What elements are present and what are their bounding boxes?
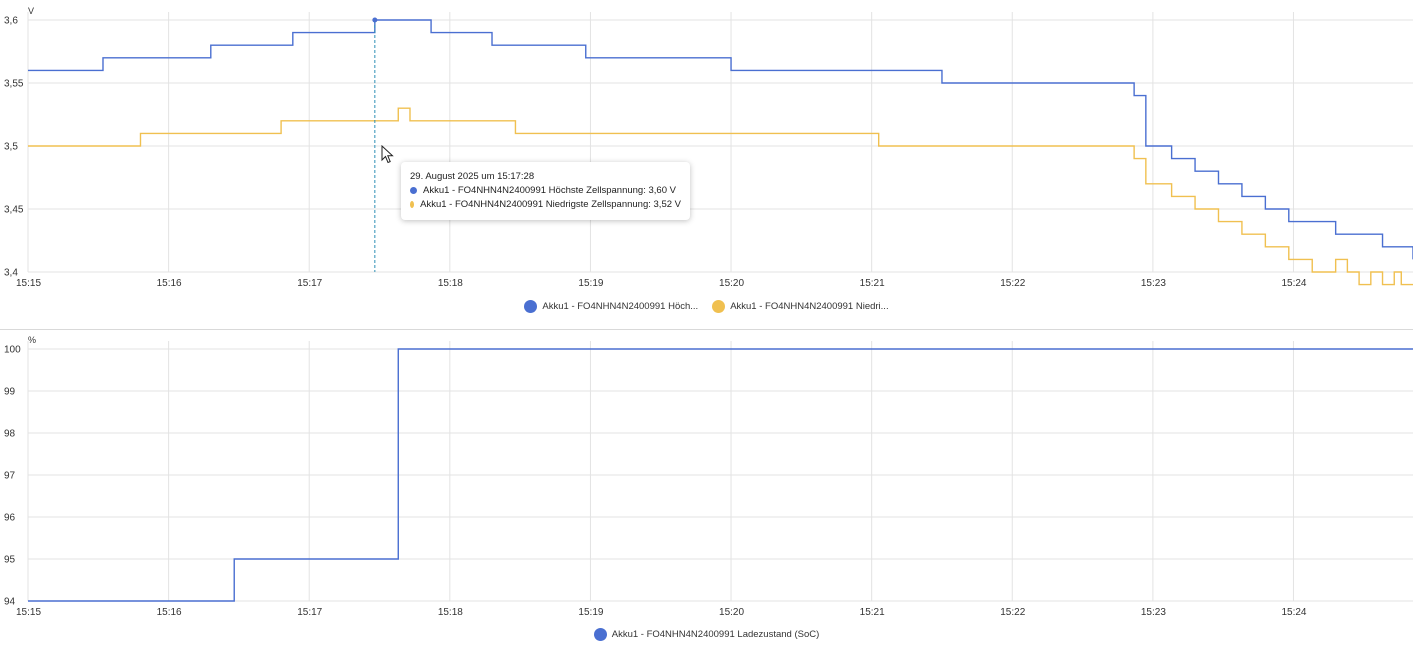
legend-dot-icon: [524, 300, 538, 313]
mouse-pointer-icon: [381, 145, 394, 164]
soc-x-tick-label: 15:19: [578, 607, 603, 618]
voltage-x-tick-label: 15:21: [860, 278, 885, 289]
tooltip-row-label: Akku1 - FO4NHN4N2400991 Höchste Zellspan…: [423, 185, 676, 196]
soc-x-tick-label: 15:18: [438, 607, 463, 618]
legend-dot-icon: [593, 628, 607, 641]
legend-item-lowest-cell-voltage[interactable]: Akku1 - FO4NHN4N2400991 Niedri...: [712, 300, 889, 313]
voltage-x-tick-label: 15:20: [719, 278, 744, 289]
soc-y-tick-label: 94: [4, 597, 16, 608]
voltage-series-line-0: [28, 19, 1413, 260]
legend-dot-icon: [712, 300, 726, 313]
soc-y-tick-label: 97: [4, 471, 16, 482]
voltage-x-tick-label: 15:17: [297, 278, 322, 289]
voltage-y-tick-label: 3,45: [4, 205, 24, 216]
legend-label: Akku1 - FO4NHN4N2400991 Höch...: [542, 301, 699, 312]
soc-x-tick-label: 15:22: [1000, 607, 1025, 618]
soc-y-tick-label: 96: [4, 513, 16, 524]
tooltip-row-label: Akku1 - FO4NHN4N2400991 Niedrigste Zells…: [420, 199, 681, 210]
soc-x-tick-label: 15:21: [860, 607, 885, 618]
voltage-y-tick-label: 3,5: [4, 142, 18, 153]
soc-x-tick-label: 15:23: [1141, 607, 1166, 618]
tooltip-row-lowest: Akku1 - FO4NHN4N2400991 Niedrigste Zells…: [410, 199, 681, 210]
voltage-x-tick-label: 15:16: [157, 278, 182, 289]
voltage-x-tick-label: 15:18: [438, 278, 463, 289]
voltage-unit-label: V: [28, 6, 34, 16]
voltage-y-tick-label: 3,4: [4, 268, 18, 279]
voltage-x-tick-label: 15:23: [1141, 278, 1166, 289]
soc-y-tick-label: 95: [4, 555, 16, 566]
soc-x-tick-label: 15:17: [297, 607, 322, 618]
soc-x-tick-label: 15:24: [1281, 607, 1306, 618]
top-chart-legend: Akku1 - FO4NHN4N2400991 Höch... Akku1 - …: [0, 300, 1413, 313]
tooltip-dot-icon: [410, 187, 417, 194]
soc-x-tick-label: 15:15: [16, 607, 41, 618]
legend-label: Akku1 - FO4NHN4N2400991 Ladezustand (SoC…: [611, 629, 820, 640]
soc-y-tick-label: 98: [4, 429, 16, 440]
tooltip-row-highest: Akku1 - FO4NHN4N2400991 Höchste Zellspan…: [410, 185, 681, 196]
voltage-x-tick-label: 15:19: [578, 278, 603, 289]
soc-x-tick-label: 15:16: [157, 607, 182, 618]
bottom-chart-legend: Akku1 - FO4NHN4N2400991 Ladezustand (SoC…: [0, 628, 1413, 641]
soc-x-tick-label: 15:20: [719, 607, 744, 618]
voltage-x-tick-label: 15:24: [1281, 278, 1306, 289]
crosshair-point: [372, 17, 378, 23]
chart-divider: [0, 329, 1413, 330]
chart-tooltip: 29. August 2025 um 15:17:28 Akku1 - FO4N…: [401, 162, 690, 220]
voltage-y-tick-label: 3,6: [4, 16, 18, 27]
legend-item-highest-cell-voltage[interactable]: Akku1 - FO4NHN4N2400991 Höch...: [524, 300, 698, 313]
soc-y-tick-label: 100: [4, 345, 21, 356]
voltage-y-tick-label: 3,55: [4, 79, 24, 90]
voltage-series-line-1: [28, 107, 1413, 286]
soc-y-tick-label: 99: [4, 387, 16, 398]
cell-voltage-chart[interactable]: 3,6 3,55 3,5 3,45 3,415:15 15:16 15:17 15:18 15:…: [4, 6, 1413, 289]
voltage-x-tick-label: 15:15: [16, 278, 41, 289]
voltage-x-tick-label: 15:22: [1000, 278, 1025, 289]
legend-item-state-of-charge[interactable]: Akku1 - FO4NHN4N2400991 Ladezustand (SoC…: [593, 628, 820, 641]
soc-series-line-0: [28, 348, 1413, 602]
legend-label: Akku1 - FO4NHN4N2400991 Niedri...: [730, 301, 889, 312]
soc-unit-label: %: [28, 335, 36, 345]
tooltip-title: 29. August 2025 um 15:17:28: [410, 171, 535, 182]
tooltip-dot-icon: [410, 201, 415, 208]
